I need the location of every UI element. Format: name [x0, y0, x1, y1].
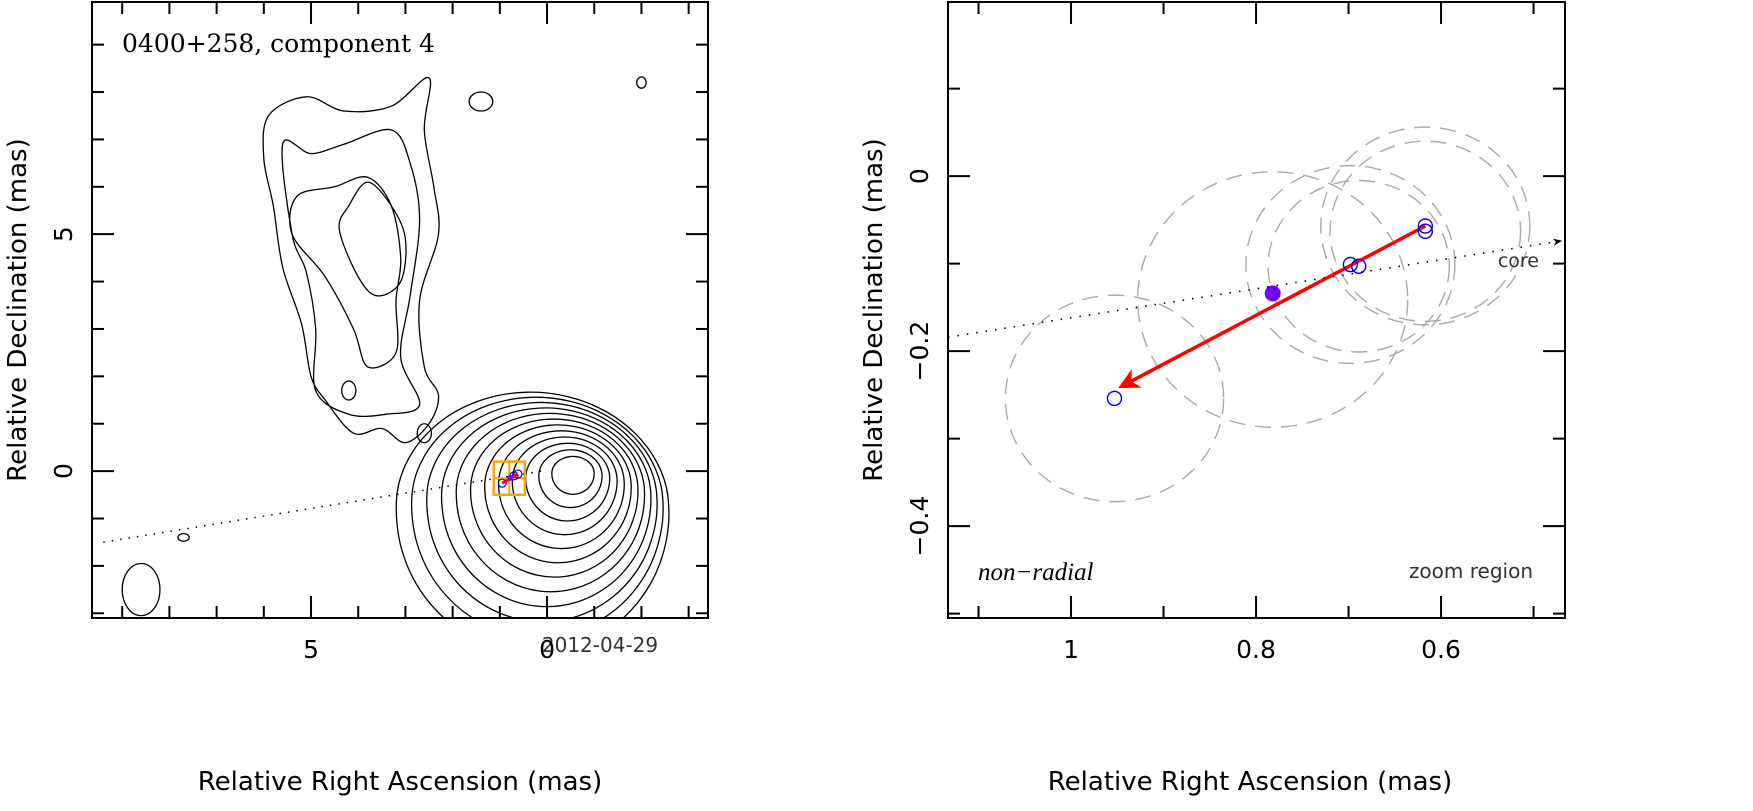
- core-contour: [426, 401, 658, 618]
- core-direction-line: [103, 469, 548, 543]
- core-contour: [395, 391, 670, 618]
- left-y-axis-label: Relative Declination (mas): [3, 138, 33, 481]
- left-contour-layer: [103, 76, 670, 618]
- core-contour: [469, 418, 639, 578]
- left-ytick-label: 5: [49, 226, 78, 242]
- right-plot-frame: [947, 1, 1566, 619]
- core-contour: [538, 449, 603, 509]
- contour-island: [636, 76, 647, 89]
- jet-contour-inner: [338, 181, 407, 297]
- right-panel: non−radial zoom region core 1 0.8 0.6 0 …: [859, 1, 1566, 797]
- core-contour: [484, 424, 632, 564]
- component-size-circle: [1004, 294, 1225, 503]
- core-contour: [410, 396, 664, 618]
- reference-position-marker: [1264, 285, 1281, 302]
- core-label: core: [1498, 250, 1539, 272]
- jet-contour-third: [289, 176, 402, 369]
- left-axis-ticks: [92, 2, 708, 618]
- left-xtick-label: 5: [303, 635, 319, 664]
- reference-marker-mini: [507, 474, 514, 481]
- right-xtick-label: 0.6: [1421, 635, 1461, 664]
- left-panel: 0400+258, component 4 2012-04-29 5 0 5 0…: [3, 1, 709, 797]
- velocity-vector-arrow: [1118, 224, 1427, 389]
- component-marker: [497, 478, 507, 488]
- left-plot-content: [103, 76, 670, 618]
- right-ytick-label: 0: [905, 168, 934, 184]
- left-ytick-label: 0: [49, 463, 78, 479]
- component-position-marker: [1342, 256, 1359, 273]
- component-position-marker: [1351, 258, 1367, 274]
- jet-contour-outer: [262, 77, 440, 444]
- non-radial-label: non−radial: [978, 559, 1094, 586]
- left-plot-frame: [91, 1, 709, 619]
- core-contour: [440, 407, 652, 608]
- right-y-axis-label: Relative Declination (mas): [859, 138, 889, 481]
- contour-island: [121, 562, 161, 617]
- contour-island: [468, 91, 494, 112]
- core-contour: [511, 436, 618, 536]
- left-title: 0400+258, component 4: [122, 29, 435, 58]
- component-size-circle: [1136, 171, 1409, 428]
- component-position-marker: [1106, 390, 1123, 407]
- component-size-circle: [1320, 126, 1531, 326]
- core-contour: [551, 455, 595, 495]
- right-xtick-label: 1: [1063, 635, 1079, 664]
- zoom-region-label: zoom region: [1409, 559, 1533, 583]
- core-contour: [455, 412, 646, 593]
- right-x-axis-label: Relative Right Ascension (mas): [1048, 767, 1452, 797]
- component-position-marker: [1417, 223, 1434, 239]
- right-plot-content: [947, 126, 1563, 503]
- contour-island: [341, 380, 357, 401]
- component-size-circle: [1329, 140, 1522, 323]
- component-position-marker: [1417, 218, 1434, 234]
- contour-island: [177, 533, 190, 542]
- left-date-label: 2012-04-29: [542, 633, 658, 657]
- right-ytick-label: −0.4: [905, 496, 934, 557]
- jet-contour-second: [281, 128, 421, 418]
- component-size-circle: [1267, 179, 1451, 353]
- left-xtick-label: 0: [539, 635, 555, 664]
- core-contour: [497, 430, 625, 550]
- right-plot-layer: [1004, 126, 1531, 503]
- component-size-circle: [1245, 164, 1456, 365]
- core-contour: [525, 442, 611, 522]
- right-xtick-label: 0.8: [1236, 635, 1276, 664]
- core-direction-line: [947, 238, 1563, 338]
- contour-island: [416, 423, 433, 444]
- left-x-axis-label: Relative Right Ascension (mas): [198, 767, 602, 797]
- component-marker: [513, 469, 523, 479]
- right-axis-ticks: [948, 2, 1565, 618]
- right-ytick-label: −0.2: [905, 321, 934, 382]
